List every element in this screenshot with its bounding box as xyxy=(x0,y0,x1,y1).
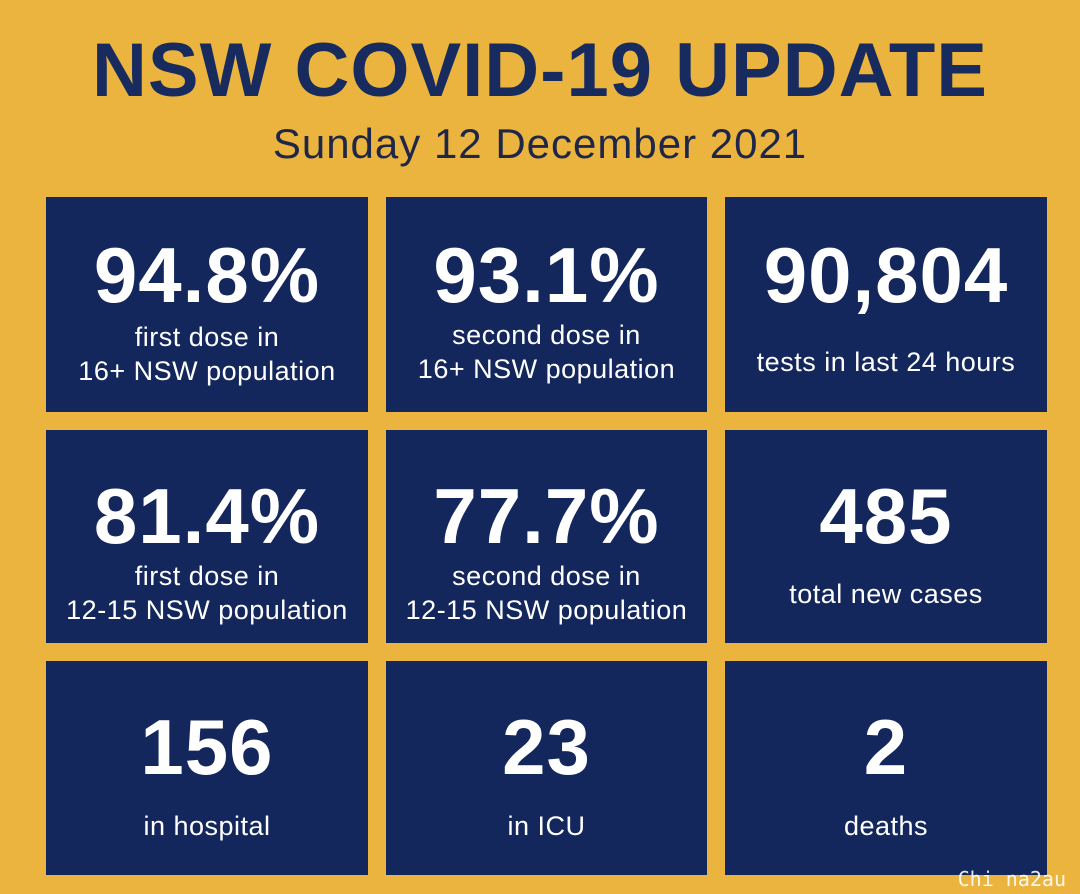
stat-label: total new cases xyxy=(789,579,983,609)
stat-value: 77.7% xyxy=(433,472,660,560)
stat-label: first dose in 16+ NSW population xyxy=(78,322,336,386)
stat-value: 81.4% xyxy=(93,472,321,560)
stat-tile-second-dose-12-15: 77.7% second dose in 12-15 NSW populatio… xyxy=(386,430,707,643)
page-title: NSW COVID-19 UPDATE xyxy=(92,28,988,113)
stat-label: deaths xyxy=(843,811,929,841)
stat-value: 93.1% xyxy=(433,231,660,319)
stat-tile-new-cases: 485 total new cases xyxy=(725,430,1047,643)
stat-tile-hospital: 156 in hospital xyxy=(46,661,368,875)
stat-value: 156 xyxy=(140,703,274,791)
stat-value: 90,804 xyxy=(763,231,1009,319)
watermark: Chi na2au xyxy=(957,867,1066,891)
stat-label: tests in last 24 hours xyxy=(756,347,1016,377)
stat-tile-first-dose-16plus: 94.8% first dose in 16+ NSW population xyxy=(46,197,368,412)
stat-label: second dose in 16+ NSW population xyxy=(417,320,676,384)
stat-value: 2 xyxy=(863,703,909,791)
stat-label: second dose in 12-15 NSW population xyxy=(405,561,688,625)
stat-value: 23 xyxy=(502,703,591,791)
stat-value: 94.8% xyxy=(93,231,321,319)
stat-label: first dose in 12-15 NSW population xyxy=(66,561,348,625)
page-date: Sunday 12 December 2021 xyxy=(272,120,808,167)
stat-label: in ICU xyxy=(507,811,586,841)
stat-tile-first-dose-12-15: 81.4% first dose in 12-15 NSW population xyxy=(46,430,368,643)
stat-tile-icu: 23 in ICU xyxy=(386,661,707,875)
stat-label: in hospital xyxy=(143,811,271,841)
stat-tile-tests: 90,804 tests in last 24 hours xyxy=(725,197,1047,412)
stat-tile-second-dose-16plus: 93.1% second dose in 16+ NSW population xyxy=(386,197,707,412)
stat-value: 485 xyxy=(819,472,953,560)
stat-tile-deaths: 2 deaths xyxy=(725,661,1047,875)
